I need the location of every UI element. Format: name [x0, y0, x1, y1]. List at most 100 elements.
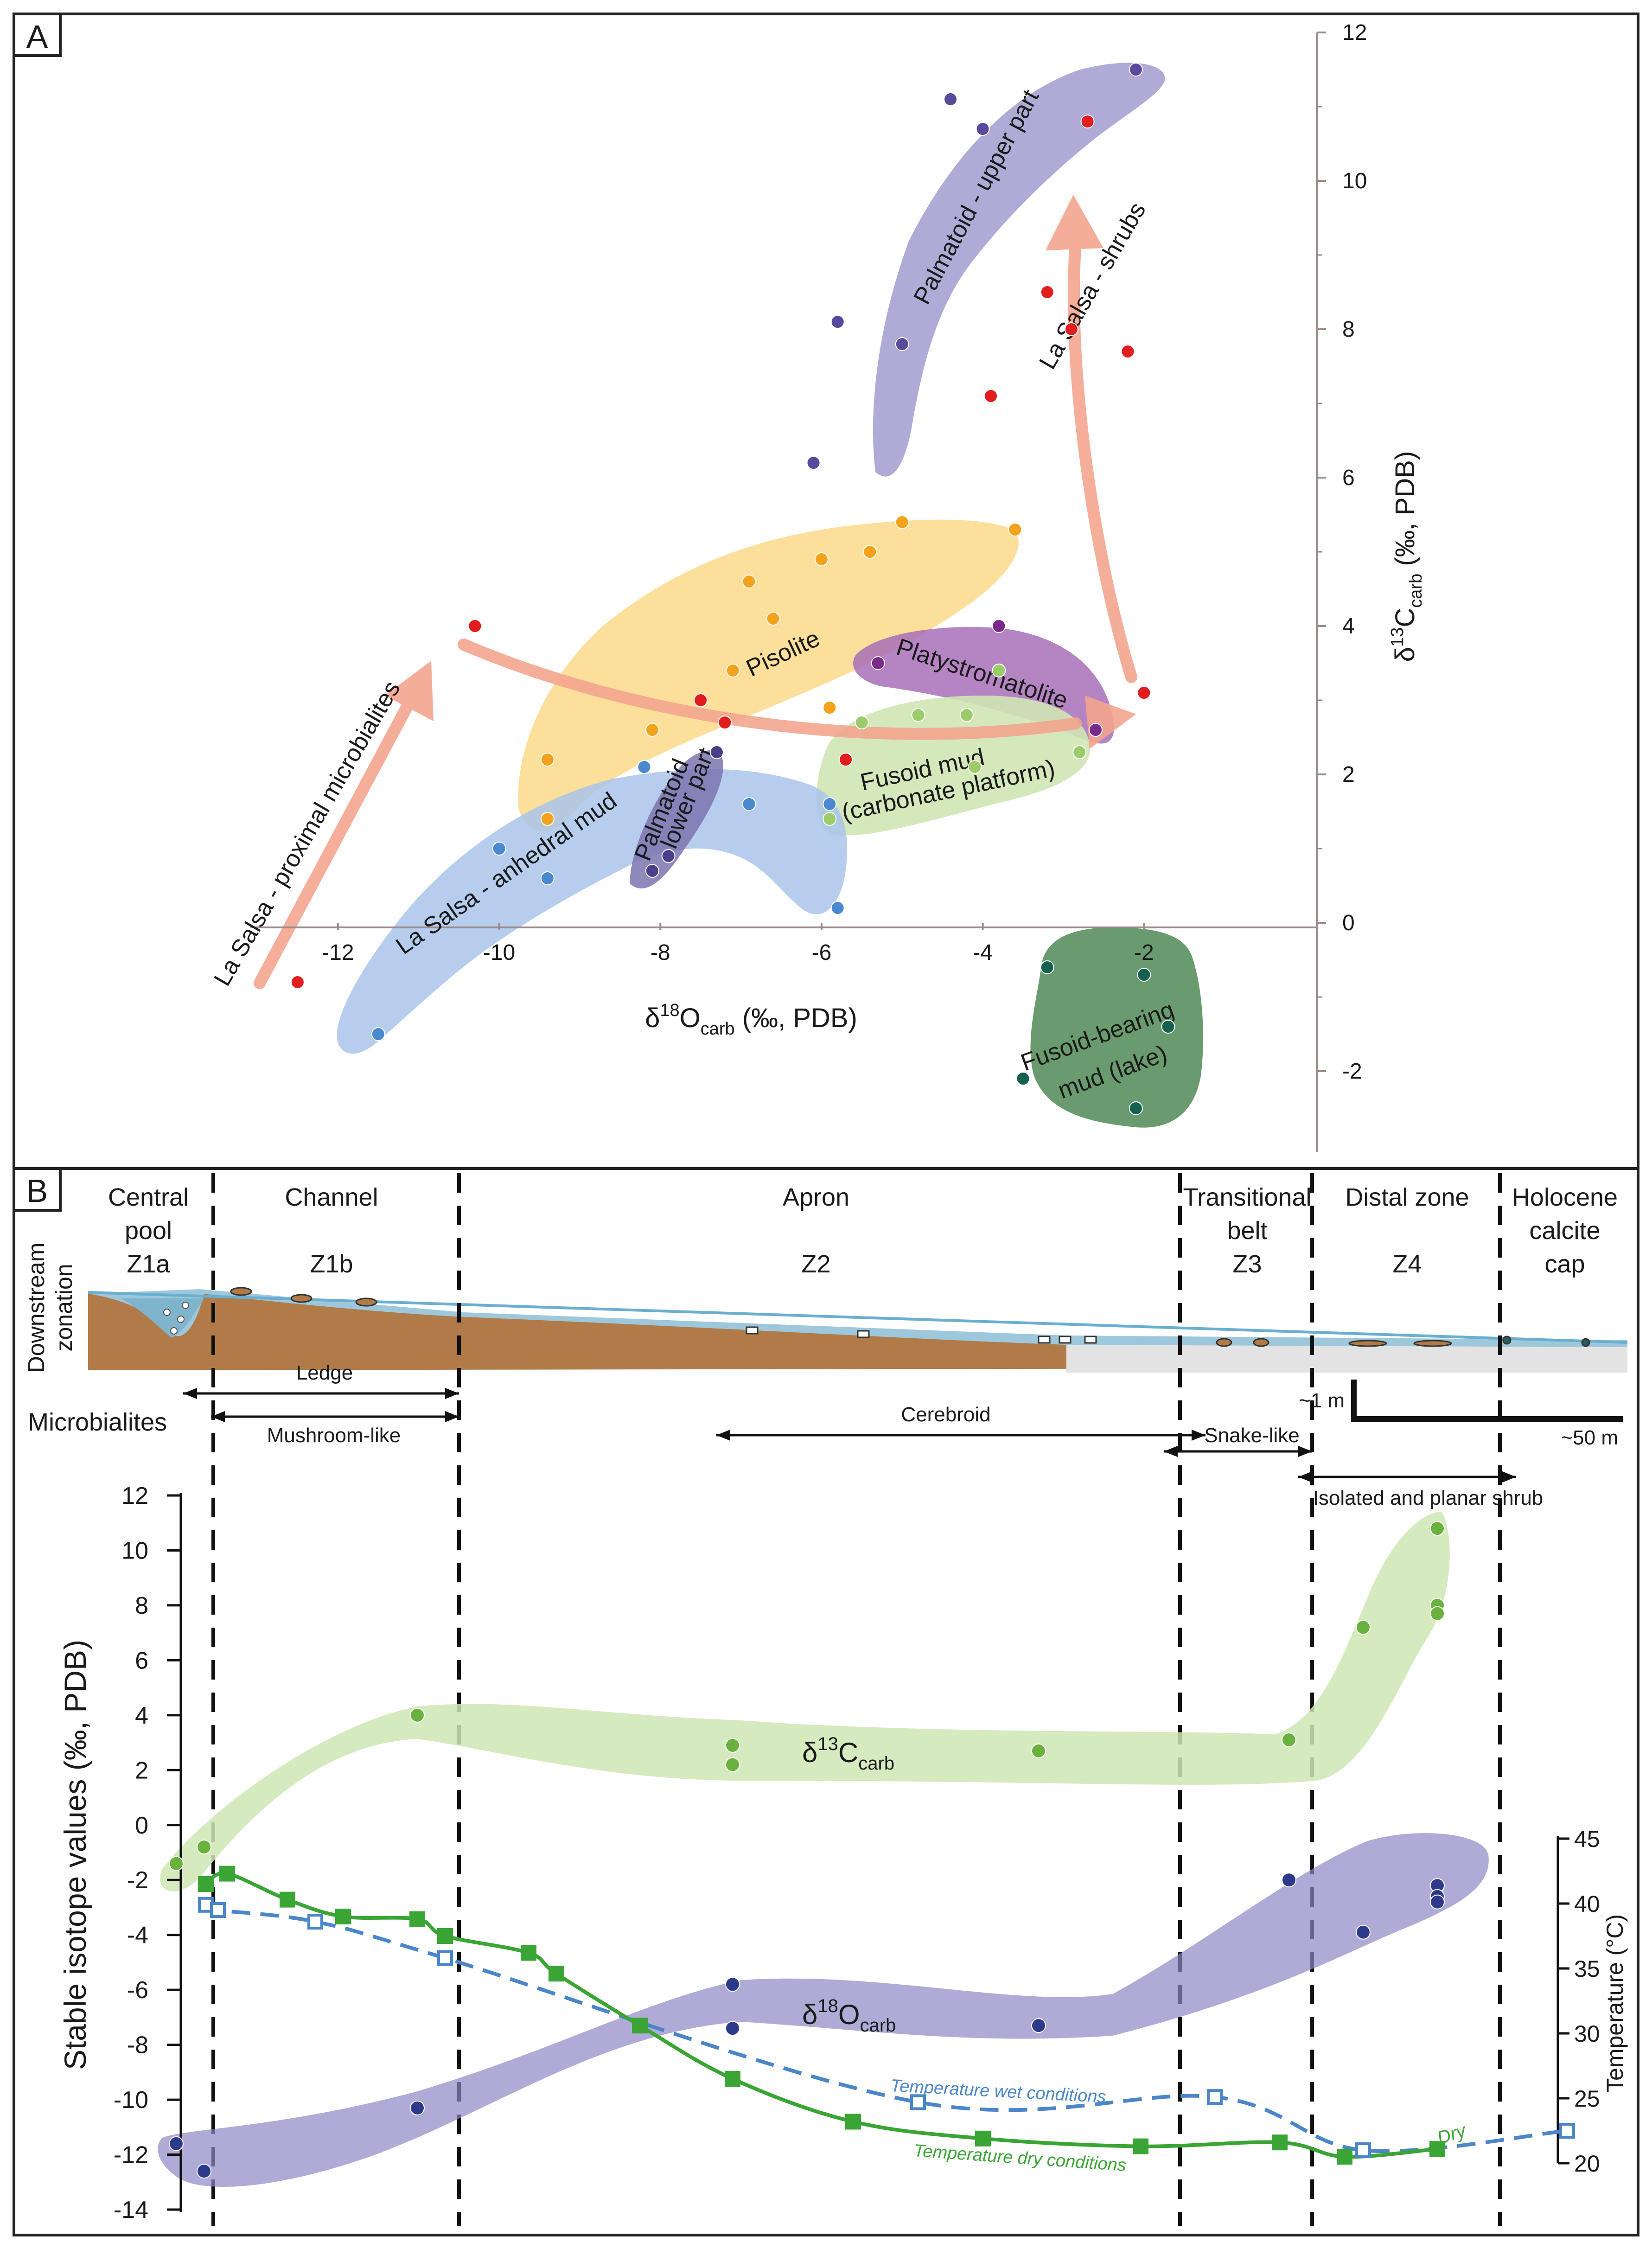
y-tick-label-b: -10 [114, 2087, 148, 2114]
marker-temperature-dry [549, 1966, 564, 1982]
zone-boundaries [211, 1173, 1502, 2226]
cerebroid-mark [1038, 1335, 1051, 1344]
ledge-bump [355, 1297, 377, 1307]
cerebroid-mark [1084, 1335, 1097, 1344]
d18o-series-label: δ18Ocarb [802, 1996, 896, 2036]
point-d13c [725, 1757, 740, 1772]
zone-header-line: Apron [783, 1183, 849, 1211]
marker-temperature-dry [1133, 2138, 1148, 2154]
point-d18o [725, 2021, 740, 2036]
y-axis-label-a: δ13Ccarb (‰, PDB) [1388, 451, 1426, 662]
marker-temperature-dry [725, 2071, 740, 2087]
line-temperature-wet [204, 1903, 1568, 2153]
y-tick-label-b: -14 [114, 2197, 148, 2223]
marker-temperature-dry [409, 1911, 425, 1927]
microbialite-ranges: Microbialites Ledge Mushroom-like Cerebr… [28, 1361, 1543, 1509]
marker-temperature-dry [521, 1945, 536, 1961]
point-pisolite [540, 812, 555, 826]
point-la-salsa-proximal-microbialites-shrubs [694, 693, 708, 707]
point-d13c [1356, 1620, 1371, 1635]
range-cerebroid-label: Cerebroid [901, 1403, 990, 1426]
x-ticks-a: -12 -10 -8 -6 -4 -2 [322, 923, 1154, 965]
zone-header-line: calcite [1529, 1217, 1600, 1245]
zone-header-line: Z4 [1392, 1250, 1422, 1278]
range-snake-head-l [1164, 1446, 1178, 1457]
range-shrub-head-l [1298, 1471, 1312, 1482]
marker-temperature-dry [1272, 2134, 1288, 2151]
arrow-curve-head [1085, 696, 1136, 749]
y-tick-label-b: 10 [121, 1537, 148, 1564]
bubble [182, 1302, 189, 1309]
y-tick-label-a: 2 [1342, 762, 1355, 787]
panel-b-letter: B [26, 1173, 48, 1209]
point-d18o [169, 2136, 184, 2151]
zone-header-line: Channel [285, 1183, 378, 1211]
y2-tick-label-b: 25 [1574, 2086, 1600, 2112]
scale-vertical-label: ~1 m [1299, 1389, 1345, 1412]
point-palmatoid-lower-part [709, 745, 724, 759]
point-fusoid-mud-carbonate-platform- [968, 760, 982, 774]
point-palmatoid-upper-part [895, 337, 909, 351]
point-la-salsa-proximal-microbialites-shrubs [718, 716, 732, 729]
microbialite-symbols [230, 1287, 1590, 1347]
panel-b-letter-box [13, 1167, 62, 1212]
point-la-salsa-proximal-microbialites-shrubs [1040, 285, 1054, 299]
x-tick-label-a: -6 [812, 940, 832, 965]
point-pisolite [742, 575, 756, 588]
point-la-salsa-proximal-microbialites-shrubs [1080, 115, 1095, 128]
x-tick-label-a: -10 [483, 940, 515, 965]
trend-arrows [254, 195, 1137, 989]
zone-header-line: cap [1544, 1250, 1585, 1278]
point-d13c [197, 1840, 211, 1855]
panel-b-frame [13, 1167, 1639, 2236]
range-snake-label: Snake-like [1204, 1424, 1299, 1447]
marker-temperature-wet [1355, 2142, 1371, 2158]
arrow-shrubs-head [1046, 195, 1103, 250]
point-fusoid-mud-carbonate-platform- [959, 708, 974, 722]
envelope-palmatoid-upper [873, 63, 1165, 477]
point-d18o [410, 2100, 425, 2115]
y-tick-label-b: 6 [135, 1647, 148, 1674]
point-pisolite [895, 515, 909, 529]
point-d18o [725, 1977, 740, 1992]
range-shrub-head-r [1502, 1471, 1516, 1482]
y-axis-label-b: Stable isotope values (‰, PDB) [58, 1640, 92, 2070]
marker-temperature-wet [437, 1950, 453, 1966]
point-d18o [1031, 2018, 1046, 2033]
ledge-bump [290, 1294, 313, 1303]
bubble [170, 1327, 178, 1335]
y-tick-label-b: 8 [135, 1592, 148, 1619]
point-la-salsa-proximal-microbialites-shrubs [984, 389, 998, 403]
range-mushroom-head-r [445, 1411, 459, 1422]
panel-b: B Central pool Z1a Channel Z1b Apron Z2 Transit… [13, 1167, 1639, 2236]
point-fusoid-bearing-mud-lake- [1016, 1072, 1030, 1086]
range-mushroom-head-l [211, 1411, 225, 1422]
point-pisolite [863, 545, 877, 559]
point-la-salsa-proximal-microbialites-shrubs [1064, 322, 1078, 336]
point-d13c [410, 1707, 425, 1723]
range-ledge-label: Ledge [296, 1361, 353, 1384]
y-tick-label-b: 4 [135, 1702, 148, 1729]
envelope-d18o [158, 1833, 1489, 2187]
point-palmatoid-upper-part [1129, 63, 1143, 77]
point-palmatoid-upper-part [830, 315, 845, 329]
point-d18o [197, 2164, 211, 2179]
snake-mark [1253, 1338, 1269, 1347]
point-platystromatolite [992, 619, 1006, 633]
point-fusoid-mud-carbonate-platform- [1072, 745, 1087, 759]
range-shrub-label: Isolated and planar shrub [1313, 1487, 1544, 1509]
y-tick-label-a: -2 [1342, 1059, 1362, 1084]
cross-section [88, 1287, 1628, 1373]
y-tick-label-b: -4 [127, 1922, 148, 1949]
point-d13c [725, 1738, 740, 1753]
point-pisolite [823, 701, 837, 715]
point-platystromatolite [871, 656, 885, 670]
y-tick-label-b: -2 [127, 1867, 148, 1894]
point-d13c [1430, 1521, 1445, 1536]
y-tick-label-a: 8 [1342, 317, 1355, 342]
series-b [169, 1521, 1575, 2179]
envelope-pisolite [518, 519, 1019, 831]
zone-header-line: belt [1227, 1217, 1267, 1245]
point-d18o [1356, 1924, 1371, 1940]
